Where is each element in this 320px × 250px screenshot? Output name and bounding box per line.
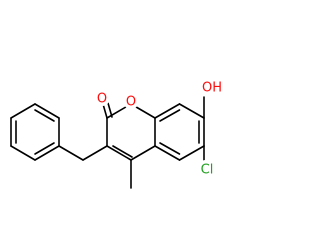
atom-label: O <box>97 92 107 107</box>
structure: O O OH Cl <box>10 80 223 189</box>
atom-label: Cl <box>201 163 214 178</box>
atom-label: O <box>126 95 136 110</box>
atom-label: OH <box>202 81 222 96</box>
bonds <box>10 96 205 189</box>
